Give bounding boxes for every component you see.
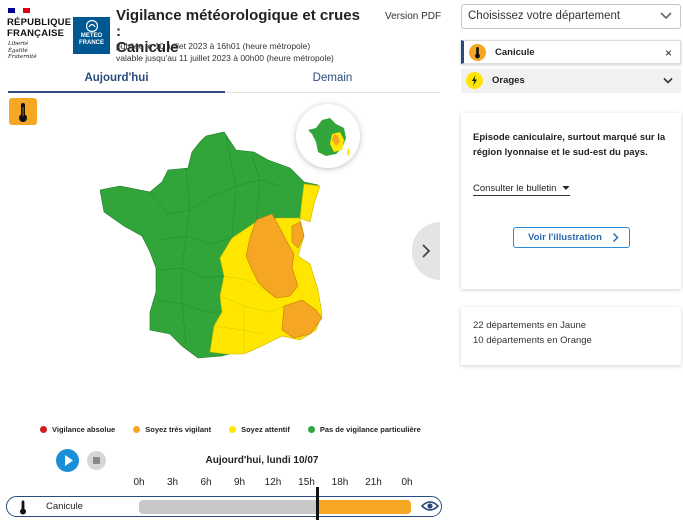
consult-bulletin-dropdown[interactable]: Consulter le bulletin	[473, 183, 571, 196]
bulletin-summary: Episode caniculaire, surtout marqué sur …	[473, 132, 666, 158]
timeline-tick-label: 21h	[365, 477, 382, 488]
page-title-line-2: Canicule	[116, 39, 179, 56]
phenomenon-item-orages[interactable]: Orages	[461, 69, 681, 93]
legend-item-green: Pas de vigilance particulière	[307, 425, 421, 434]
valid-until-date: valable jusqu'au 11 juillet 2023 à 00h00…	[116, 53, 334, 63]
green-dot-icon	[307, 426, 315, 433]
page-title: Vigilance météorologique et crues : Cani…	[116, 8, 366, 56]
chevron-right-icon	[612, 232, 619, 243]
timeline-tick-label: 0h	[401, 477, 413, 488]
timeline-green-period	[139, 500, 318, 514]
legend-item-yellow: Soyez attentif	[229, 425, 290, 434]
chevron-down-icon	[660, 12, 672, 20]
published-date: publiée le 10 juillet 2023 à 16h01 (heur…	[116, 41, 311, 51]
lightning-icon	[466, 72, 483, 89]
play-button[interactable]	[56, 449, 79, 472]
caret-down-icon	[562, 186, 570, 190]
rf-title-line-2: FRANÇAISE	[7, 28, 65, 39]
timeline-tick-label: 15h	[298, 477, 315, 488]
legend-label: Soyez attentif	[241, 425, 290, 434]
meteo-france-logo-line-1: METEO	[80, 33, 103, 39]
map-orange-zone-lyon	[245, 213, 299, 299]
thermometer-icon	[19, 103, 27, 122]
orange-departments-count: 10 départements en Orange	[473, 335, 592, 346]
motto-liberte: Liberté	[8, 41, 29, 47]
legend-item-red: Vigilance absolue	[40, 425, 115, 434]
stop-button[interactable]	[87, 451, 106, 470]
next-day-arrow-button[interactable]	[412, 222, 440, 280]
view-illustration-button[interactable]: Voir l'illustration	[513, 227, 630, 248]
department-counts-card: 22 départements en Jaune 10 départements…	[461, 307, 681, 365]
bulletin-card: Episode caniculaire, surtout marqué sur …	[461, 113, 681, 289]
timeline-tick-label: 6h	[200, 477, 212, 488]
active-tab-indicator	[8, 91, 225, 93]
department-select[interactable]: Choisissez votre département	[461, 4, 681, 29]
eye-icon[interactable]	[421, 499, 439, 513]
legend-label: Vigilance absolue	[52, 425, 116, 434]
view-illustration-label: Voir l'illustration	[528, 232, 602, 243]
timeline-tick-label: 3h	[166, 477, 179, 488]
chevron-down-icon[interactable]	[663, 77, 673, 85]
play-icon	[65, 455, 73, 466]
phenomenon-item-canicule[interactable]: Canicule ×	[461, 40, 681, 64]
overview-map-button[interactable]	[296, 104, 360, 168]
france-vigilance-map[interactable]	[96, 128, 328, 388]
map-yellow-northeast	[299, 183, 321, 223]
meteo-france-logo-line-2: FRANCE	[79, 39, 104, 46]
yellow-departments-count: 22 départements en Jaune	[473, 320, 587, 331]
overview-map-icon	[308, 118, 350, 156]
meteo-france-mark-icon	[85, 20, 98, 32]
timeline-current-time-cursor[interactable]	[315, 487, 319, 520]
map-yellow-borders	[213, 275, 285, 354]
red-dot-icon	[40, 426, 47, 433]
timeline-tick-label: 0h	[133, 477, 145, 488]
map-orange-zone-east	[291, 221, 305, 249]
map-department-borders	[149, 135, 283, 345]
canicule-phenomenon-badge	[9, 98, 37, 125]
phenomenon-label: Orages	[492, 75, 525, 86]
timeline-date: Aujourd'hui, lundi 10/07	[205, 455, 319, 466]
legend-label: Soyez très vigilant	[145, 425, 212, 434]
pdf-version-link[interactable]: Version PDF	[385, 11, 442, 22]
map-orange-zone-southeast	[281, 299, 323, 339]
close-icon[interactable]: ×	[664, 46, 672, 60]
republique-francaise-logo: RÉPUBLIQUE FRANÇAISE	[7, 17, 71, 39]
timeline-tick-label: 18h	[331, 477, 349, 488]
orange-dot-icon	[133, 426, 141, 433]
timeline-orange-period	[317, 500, 411, 514]
republique-motto: Liberté Égalité Fraternité	[8, 41, 37, 61]
chevron-right-icon	[422, 244, 431, 258]
page-title-line-1: Vigilance météorologique et crues :	[116, 7, 360, 40]
tab-today[interactable]: Aujourd'hui	[84, 72, 149, 84]
motto-fraternite: Fraternité	[8, 54, 37, 60]
legend-label: Pas de vigilance particulière	[319, 425, 421, 434]
department-select-placeholder: Choisissez votre département	[468, 10, 621, 22]
vigilance-legend: Vigilance absolue Soyez très vigilant So…	[40, 425, 439, 434]
motto-egalite: Égalité	[8, 47, 28, 54]
thermometer-icon	[469, 44, 486, 61]
tab-divider	[225, 92, 440, 93]
yellow-dot-icon	[229, 426, 237, 433]
legend-item-orange: Soyez très vigilant	[133, 425, 211, 434]
phenomenon-label: Canicule	[495, 47, 535, 58]
meteo-france-logo[interactable]: METEO FRANCE	[73, 17, 110, 54]
timeline-row-label: Canicule	[46, 501, 83, 512]
consult-bulletin-label: Consulter le bulletin	[473, 183, 557, 194]
rf-title-line-1: RÉPUBLIQUE	[7, 17, 72, 28]
republique-flag-icon	[8, 8, 30, 13]
thermometer-icon	[20, 500, 26, 515]
tab-tomorrow[interactable]: Demain	[312, 72, 353, 84]
timeline-tick-label: 9h	[233, 477, 246, 488]
timeline-tick-label: 12h	[264, 477, 282, 488]
